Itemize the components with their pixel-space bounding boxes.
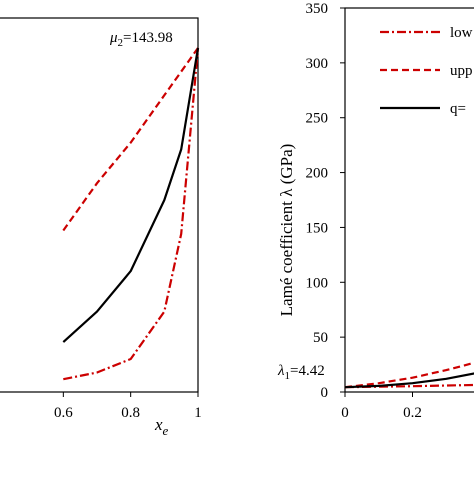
right-y-axis-title: Lamé coefficient λ (GPa) [277,144,296,317]
left-series-0 [63,47,200,381]
right-x-tick-label-1: 0.2 [403,405,422,421]
left-x-tick-label-0: 0.6 [54,405,73,421]
left-x-tick-label-1: 0.8 [121,405,140,421]
legend-label-0: low [450,25,473,41]
left-x-tick-label-2: 1 [194,405,202,421]
right-annotation: λ1=4.42 [277,363,325,382]
right-y-tick-label-1: 50 [313,330,328,346]
left-series-1 [62,47,199,232]
left-series-2 [62,47,200,343]
right-y-tick-label-6: 300 [306,56,329,72]
right-series-2 [344,372,474,389]
right-y-tick-label-4: 200 [306,166,329,182]
left-x-axis-title: xe [154,415,169,438]
left-plot-frame [0,17,199,393]
left-annotation: μ2=143.98 [109,30,173,49]
right-y-tick-label-3: 150 [306,220,329,236]
right-y-tick-label-0: 0 [321,385,329,401]
legend-label-2: q= [450,101,466,117]
legend-label-1: upp [450,63,473,79]
right-y-tick-label-5: 250 [306,111,329,127]
right-y-tick-label-7: 350 [306,1,329,17]
right-y-tick-label-2: 100 [306,275,329,291]
right-series-1 [344,361,474,389]
right-x-tick-label-0: 0 [341,405,349,421]
